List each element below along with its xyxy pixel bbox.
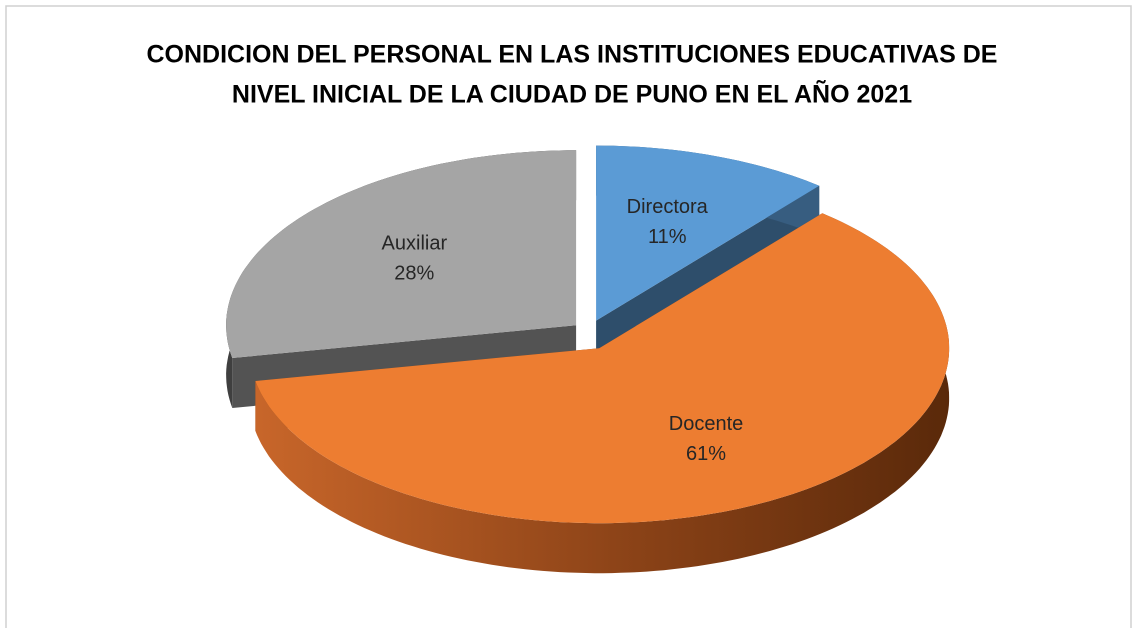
slice-label: Auxiliar [382, 233, 448, 255]
chart-title: NIVEL INICIAL DE LA CIUDAD DE PUNO EN EL… [232, 79, 912, 109]
chart-frame [5, 5, 1132, 628]
value-label: 11% [648, 226, 687, 248]
value-label: 28% [394, 263, 434, 285]
slice [226, 150, 577, 358]
slice-label: Directora [627, 196, 709, 218]
slice [255, 213, 950, 524]
slice [596, 145, 820, 321]
chart-title: CONDICION DEL PERSONAL EN LAS INSTITUCIO… [146, 41, 997, 69]
value-label: 61% [686, 443, 726, 465]
slice-label: Docente [669, 413, 744, 435]
